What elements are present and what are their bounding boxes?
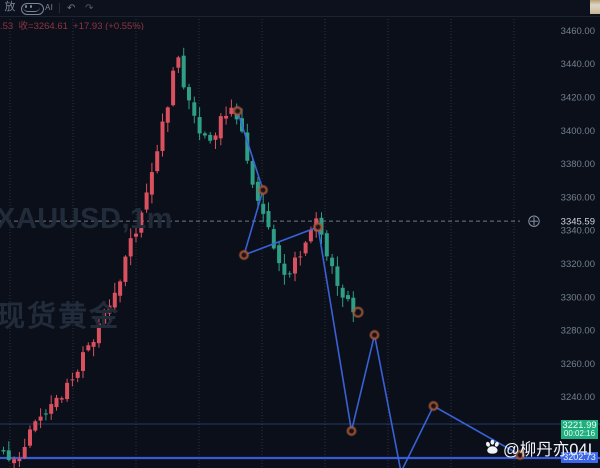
svg-text:3360.00: 3360.00 [561,192,595,203]
svg-text:3240.00: 3240.00 [561,392,595,403]
svg-text:3300.00: 3300.00 [561,292,595,303]
svg-text:3260.00: 3260.00 [561,359,595,370]
svg-text:3320.00: 3320.00 [561,259,595,270]
svg-text:3460.00: 3460.00 [561,26,595,37]
svg-text:3440.00: 3440.00 [561,59,595,70]
svg-text:3420.00: 3420.00 [561,93,595,104]
svg-text:3280.00: 3280.00 [561,326,595,337]
svg-text:3400.00: 3400.00 [561,126,595,137]
svg-text:3380.00: 3380.00 [561,159,595,170]
svg-text:3345.59: 3345.59 [561,216,595,227]
